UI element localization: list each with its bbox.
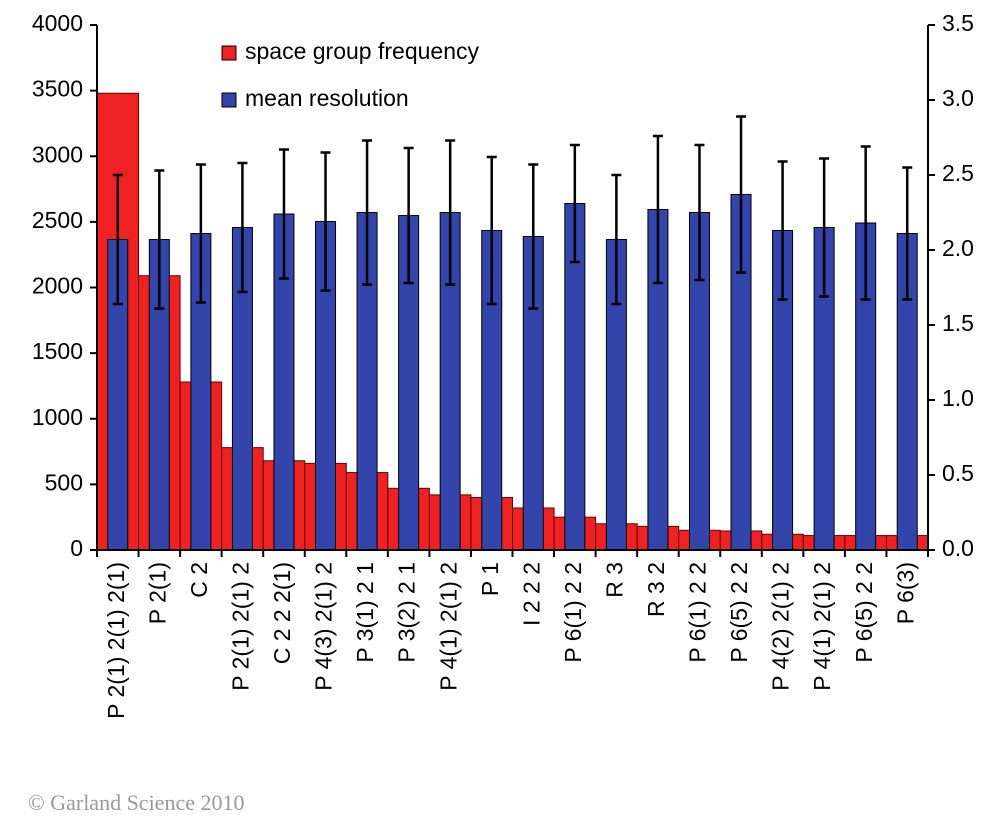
x-tick-label: P 1 [477,562,503,596]
x-tick-label: P 6(5) 2 2 [851,562,877,663]
x-tick-label: P 2(1) 2(1) 2 [228,562,254,691]
error-bar [611,173,622,306]
x-tick-label: P 4(1) 2(1) 2 [809,562,835,691]
error-bar [154,169,165,310]
y2-tick-label: 0.5 [942,460,974,486]
y2-tick-label: 2.5 [942,160,974,186]
y-tick-label: 4000 [32,10,83,36]
x-tick-label: P 2(1) 2(1) 2(1) [103,562,129,719]
legend-swatch [221,92,237,108]
y-tick-label: 3000 [32,141,83,167]
error-bar [486,155,497,306]
error-bar [736,115,747,274]
y2-tick-label: 2.0 [942,235,974,261]
x-tick-label: C 2 [186,562,212,598]
error-bar [652,134,663,285]
error-bar [819,157,830,298]
error-bar [569,143,580,264]
error-bar [902,166,913,301]
x-tick-label: P 3(1) 2 1 [352,562,378,663]
legend-swatch [221,45,237,61]
x-tick-label: P 3(2) 2 1 [394,562,420,663]
y-tick-label: 3500 [32,76,83,102]
y-tick-label: 2000 [32,273,83,299]
error-bar [237,161,248,294]
error-bar [403,146,414,285]
legend-label: mean resolution [245,85,409,111]
y2-tick-label: 3.0 [942,85,974,111]
y-tick-label: 0 [70,535,83,561]
x-tick-label: P 4(1) 2(1) 2 [435,562,461,691]
x-tick-label: C 2 2 2(1) [269,562,295,664]
error-bar [320,151,331,292]
x-tick-label: P 6(3) [892,562,918,624]
error-bar [112,173,123,306]
y2-tick-label: 3.5 [942,10,974,36]
error-bar [528,163,539,310]
x-tick-label: I 2 2 2 [518,562,544,626]
x-tick-label: R 3 2 [643,562,669,617]
x-tick-label: R 3 [601,562,627,598]
error-bar [445,139,456,286]
error-bar [777,160,788,301]
x-tick-label: P 6(5) 2 2 [726,562,752,663]
x-tick-label: P 4(2) 2(1) 2 [768,562,794,691]
error-bar [362,139,373,286]
x-tick-label: P 2(1) [144,562,170,624]
copyright: © Garland Science 2010 [28,790,244,815]
x-tick-label: P 6(1) 2 2 [685,562,711,663]
error-bar [694,143,705,282]
x-tick-label: P 4(3) 2(1) 2 [311,562,337,691]
y-tick-label: 500 [45,469,83,495]
y-tick-label: 2500 [32,207,83,233]
legend-label: space group frequency [245,38,479,64]
y2-tick-label: 0.0 [942,535,974,561]
error-bar [195,163,206,304]
y-tick-label: 1500 [32,338,83,364]
y-tick-label: 1000 [32,404,83,430]
y2-tick-label: 1.0 [942,385,974,411]
y2-tick-label: 1.5 [942,310,974,336]
x-tick-label: P 6(1) 2 2 [560,562,586,663]
error-bar [860,145,871,301]
error-bar [278,148,289,280]
